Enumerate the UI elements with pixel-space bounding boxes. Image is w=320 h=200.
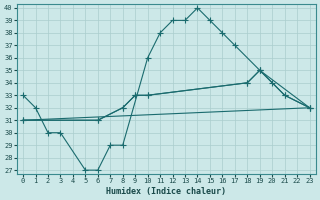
X-axis label: Humidex (Indice chaleur): Humidex (Indice chaleur)	[106, 187, 226, 196]
